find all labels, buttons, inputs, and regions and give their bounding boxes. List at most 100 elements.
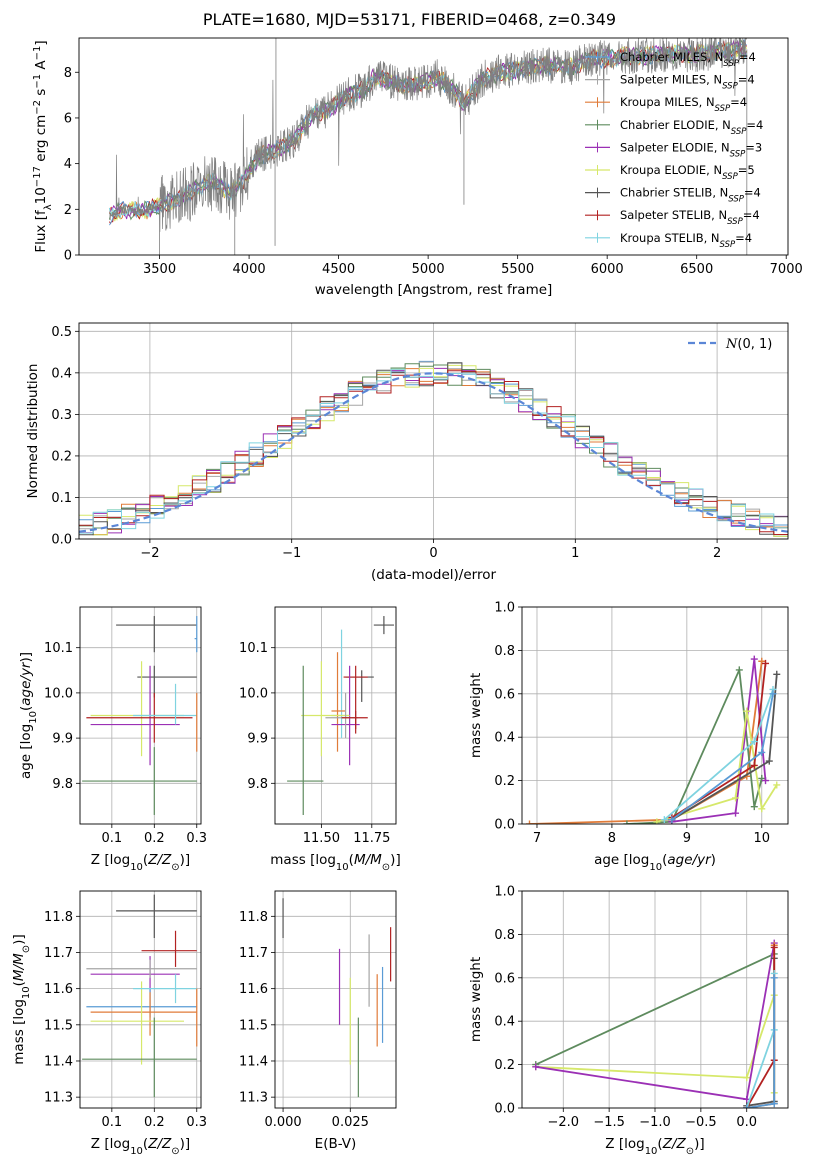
residuals-ylabel: Normed distribution xyxy=(25,364,41,499)
x-tick-label: 0.3 xyxy=(186,1115,207,1130)
mass_vs_ebv-frame xyxy=(274,890,397,1109)
y-tick-label: 9.8 xyxy=(52,777,73,792)
x-tick-label: −2 xyxy=(140,546,159,561)
weight-line xyxy=(745,973,776,1108)
residuals-axes: −2 −1 0 1 2 0.0 0.1 0.2 0.3 0.4 0.5 xyxy=(51,323,788,561)
x-tick-label: −2.0 xyxy=(547,1115,579,1130)
y-tick-label: 0.2 xyxy=(494,1058,515,1073)
weight-marker xyxy=(653,818,661,824)
y-tick-label: 10.0 xyxy=(239,686,268,701)
weight-marker xyxy=(758,657,766,665)
spectrum-labels: wavelength [Angstrom, rest frame] Flux [f… xyxy=(32,40,553,298)
x-tick-label: 0.025 xyxy=(332,1115,369,1130)
y-tick-label: 0.0 xyxy=(494,818,515,833)
weight-marker xyxy=(758,748,766,756)
age_vs_Z-axes: 0.1 0.2 0.3 9.8 9.9 10.0 10.1 xyxy=(44,607,207,846)
legend-entry: Kroupa MILES, NSSP=4 xyxy=(620,95,747,114)
mass-vs-Z-ylabel: mass [log10(M/M⊙)] xyxy=(11,934,32,1064)
y-tick-label: 11.5 xyxy=(44,1018,73,1033)
weight_vs_age-series xyxy=(525,655,781,824)
x-tick-label: 2 xyxy=(713,546,721,561)
y-tick-label: 0.8 xyxy=(494,928,515,943)
y-tick-label: 2 xyxy=(64,203,72,218)
y-tick-label: 11.3 xyxy=(239,1091,268,1106)
y-tick-label: 0.6 xyxy=(494,687,515,702)
x-tick-label: 4000 xyxy=(233,262,266,277)
x-tick-label: 11.50 xyxy=(303,831,340,846)
mass_vs_Z-points xyxy=(82,894,198,1098)
weight-marker xyxy=(773,781,781,789)
spectrum-lines xyxy=(108,38,748,255)
residual-histogram-step xyxy=(79,368,788,534)
spectrum-frame xyxy=(78,37,789,256)
weight-marker xyxy=(525,820,533,824)
mass_vs_Z-frame xyxy=(79,890,202,1109)
legend-entry: Kroupa STELIB, NSSP=4 xyxy=(620,231,752,250)
y-tick-label: 10.1 xyxy=(44,641,73,656)
y-tick-label: 11.6 xyxy=(239,982,268,997)
y-tick-label: 0.5 xyxy=(51,325,72,340)
weight-marker xyxy=(743,707,751,715)
weight-marker xyxy=(770,943,778,951)
weight-line xyxy=(529,661,763,824)
x-tick-label: 11.75 xyxy=(353,831,390,846)
y-tick-label: 0.0 xyxy=(494,1102,515,1117)
mass_vs_Z-axes: 0.1 0.2 0.3 11.3 11.4 11.5 11.6 11.7 11.8 xyxy=(44,891,207,1130)
weight-marker xyxy=(758,805,766,813)
y-tick-label: 11.3 xyxy=(44,1091,73,1106)
residuals-xlabel: (data-model)/error xyxy=(371,567,497,583)
age-vs-mass-xlabel: mass [log10(M/M⊙)] xyxy=(270,852,400,873)
weight-vs-Z-ylabel: mass weight xyxy=(468,957,484,1042)
x-tick-label: −0.5 xyxy=(685,1115,717,1130)
y-tick-label: 1.0 xyxy=(494,885,515,900)
x-tick-label: 5000 xyxy=(412,262,445,277)
age_vs_mass-points xyxy=(287,616,394,815)
y-tick-label: 0.4 xyxy=(494,731,515,746)
data-spectrum-line xyxy=(109,38,747,232)
weight-vs-Z-xlabel: Z [log10(Z/Z⊙)] xyxy=(605,1136,704,1157)
legend-entry: Chabrier ELODIE, NSSP=4 xyxy=(620,118,763,137)
y-tick-label: 11.8 xyxy=(239,910,268,925)
age_vs_mass-frame xyxy=(274,606,397,825)
weight-marker xyxy=(762,777,770,785)
x-tick-label: −1 xyxy=(282,546,301,561)
weight-marker xyxy=(732,794,740,802)
x-tick-label: −1.5 xyxy=(593,1115,625,1130)
y-tick-label: 4 xyxy=(64,157,72,172)
y-tick-label: 9.9 xyxy=(247,732,268,747)
weight_vs_age-frame xyxy=(521,606,789,825)
residuals-legend: N(0, 1) xyxy=(688,337,772,352)
weight-line xyxy=(535,953,775,1066)
weight-marker xyxy=(770,1100,778,1108)
x-tick-label: 0.2 xyxy=(144,831,165,846)
weight_vs_Z-axes: −2.0 −1.5 −1.0 −0.5 0.0 0.0 0.2 0.4 0.6 0.8 1.0 xyxy=(494,885,788,1130)
weight-vs-age-ylabel: mass weight xyxy=(468,673,484,758)
spectrum-legend: Chabrier MILES, NSSP=4 Salpeter MILES, NS… xyxy=(585,50,763,250)
weight-vs-age-xlabel: age [log10(age/yr) xyxy=(594,852,716,873)
weight-marker xyxy=(762,659,770,667)
y-tick-label: 0.4 xyxy=(51,366,72,381)
x-tick-label: 7000 xyxy=(770,262,803,277)
mass_vs_ebv-points xyxy=(282,898,392,1098)
x-tick-label: 0.1 xyxy=(101,831,122,846)
x-tick-label: 7 xyxy=(533,831,541,846)
legend-entry: Salpeter STELIB, NSSP=4 xyxy=(620,208,760,227)
legend-entry: Chabrier MILES, NSSP=4 xyxy=(620,50,756,69)
x-tick-label: 1 xyxy=(571,546,579,561)
mass_vs_ebv-axes: 0.000 0.025 11.3 11.4 11.5 11.6 11.7 11.8 xyxy=(239,891,396,1130)
y-tick-label: 10.0 xyxy=(44,686,73,701)
y-tick-label: 0.8 xyxy=(494,644,515,659)
y-tick-label: 9.9 xyxy=(52,732,73,747)
y-tick-label: 0 xyxy=(64,249,72,264)
y-tick-label: 0.3 xyxy=(51,408,72,423)
x-tick-label: 6000 xyxy=(591,262,624,277)
y-tick-label: 11.4 xyxy=(44,1054,73,1069)
y-tick-label: 8 xyxy=(64,66,72,81)
weight-marker xyxy=(668,816,676,824)
spectrum-axes: 3500 4000 4500 5000 5500 6000 6500 7000 0 2 4 6 8 xyxy=(64,66,803,277)
y-tick-label: 0.1 xyxy=(51,491,72,506)
weight-marker xyxy=(770,974,778,982)
weight-marker xyxy=(750,738,758,746)
y-tick-label: 10.1 xyxy=(239,641,268,656)
